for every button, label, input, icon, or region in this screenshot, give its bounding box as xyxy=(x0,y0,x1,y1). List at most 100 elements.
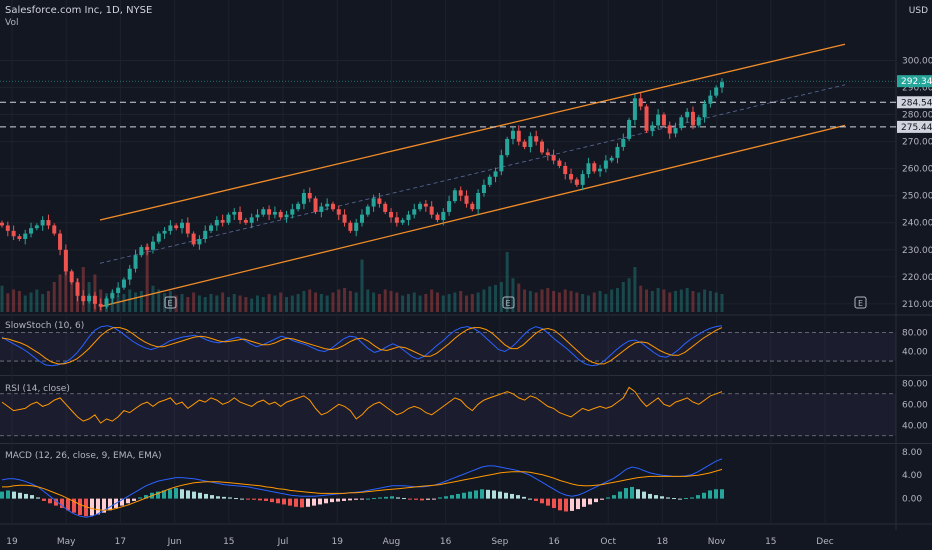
volume-bar xyxy=(435,292,439,312)
macd-histogram-bar xyxy=(246,498,250,500)
macd-histogram-bar xyxy=(666,497,670,499)
volume-bar xyxy=(134,292,138,312)
macd-histogram-bar xyxy=(366,498,370,500)
time-tick-label: 15 xyxy=(223,537,234,547)
macd-histogram-bar xyxy=(396,497,400,499)
macd-histogram-bar xyxy=(252,498,256,500)
channel-mid-line xyxy=(99,84,846,264)
volume-bar xyxy=(151,285,155,312)
macd-histogram-bar xyxy=(216,496,220,499)
volume-bar xyxy=(255,295,259,312)
macd-histogram-bar xyxy=(102,498,106,513)
candle-body xyxy=(667,125,672,134)
macd-histogram-bar xyxy=(402,498,406,500)
candle-body xyxy=(110,293,115,299)
macd-histogram-bar xyxy=(108,498,112,511)
candle-body xyxy=(661,114,666,126)
candle-body xyxy=(418,203,423,210)
volume-bar xyxy=(517,283,521,312)
price-tick-label: 280.00 xyxy=(902,111,932,121)
candle-body xyxy=(307,192,312,199)
candle-body xyxy=(458,190,463,196)
candle-body xyxy=(383,203,388,212)
volume-bar xyxy=(453,292,457,312)
volume-bar xyxy=(401,295,405,312)
candle-body xyxy=(435,214,440,221)
macd-histogram-bar xyxy=(84,498,88,517)
price-tick-label: 300.00 xyxy=(902,56,932,66)
volume-bar xyxy=(145,244,149,312)
earnings-marker-label: E xyxy=(858,299,863,308)
macd-histogram-bar xyxy=(504,492,508,499)
macd-histogram-bar xyxy=(684,498,688,500)
macd-histogram-bar xyxy=(420,498,424,501)
volume-bar xyxy=(296,294,300,312)
volume-bar xyxy=(64,263,68,312)
candle-body xyxy=(702,103,707,118)
macd-histogram-bar xyxy=(222,496,226,499)
candle-body xyxy=(116,287,121,294)
volume-bar xyxy=(238,295,242,312)
candle-body xyxy=(394,217,399,223)
macd-histogram-bar xyxy=(198,492,202,499)
volume-bar xyxy=(290,295,294,312)
macd-histogram-bar xyxy=(354,498,358,500)
volume-bar xyxy=(430,289,434,312)
volume-bar xyxy=(674,291,678,312)
volume-bar xyxy=(528,291,532,312)
volume-bar xyxy=(157,289,161,312)
candle-body xyxy=(493,171,498,177)
level-lower-tag-bg xyxy=(897,120,932,133)
macd-histogram-bar xyxy=(612,495,616,499)
candle-body xyxy=(412,209,417,215)
candle-body xyxy=(481,184,486,193)
candle-body xyxy=(226,214,231,223)
time-tick-label: 19 xyxy=(331,537,343,547)
candle-body xyxy=(714,87,719,96)
volume-bar xyxy=(139,291,143,312)
candle-body xyxy=(191,233,196,245)
candle-body xyxy=(342,214,347,223)
macd-histogram-bar xyxy=(624,488,628,499)
macd-histogram-bar xyxy=(336,498,340,502)
level-lower-tag: 275.44 xyxy=(901,123,932,133)
rsi-tick-label: 40.00 xyxy=(902,421,928,431)
candle-body xyxy=(185,222,190,234)
time-tick-label: 16 xyxy=(440,537,452,547)
currency-label: USD xyxy=(908,6,928,16)
volume-bar xyxy=(46,291,50,312)
candle-body xyxy=(133,255,138,269)
macd-histogram-bar xyxy=(558,498,562,511)
macd-histogram-bar xyxy=(702,492,706,499)
macd-histogram-bar xyxy=(276,498,280,504)
time-tick-label: Oct xyxy=(600,537,616,547)
macd-histogram-bar xyxy=(78,498,82,515)
candle-body xyxy=(679,117,684,129)
rsi-tick-label: 80.00 xyxy=(902,379,928,389)
volume-bar xyxy=(377,294,381,312)
volume-bar xyxy=(645,289,649,312)
macd-histogram-bar xyxy=(240,498,244,500)
volume-bar xyxy=(476,292,480,312)
candle-body xyxy=(127,268,132,280)
candle-body xyxy=(139,247,144,256)
candle-body xyxy=(40,220,45,226)
volume-bar xyxy=(639,285,643,312)
volume-bar xyxy=(244,297,248,312)
candle-body xyxy=(220,220,225,223)
rsi-tick-label: 60.00 xyxy=(902,400,928,410)
candle-body xyxy=(644,106,649,131)
candle-body xyxy=(238,211,243,221)
level-upper-tag-bg xyxy=(897,96,932,109)
candle-body xyxy=(580,174,585,185)
candle-body xyxy=(162,230,167,234)
volume-bar xyxy=(418,295,422,312)
volume-bar xyxy=(337,289,341,312)
volume-bar xyxy=(279,292,283,312)
candle-body xyxy=(313,198,318,212)
candle-body xyxy=(336,209,341,215)
candle-body xyxy=(249,217,254,223)
candle-body xyxy=(272,211,277,215)
volume-bar xyxy=(511,278,515,312)
